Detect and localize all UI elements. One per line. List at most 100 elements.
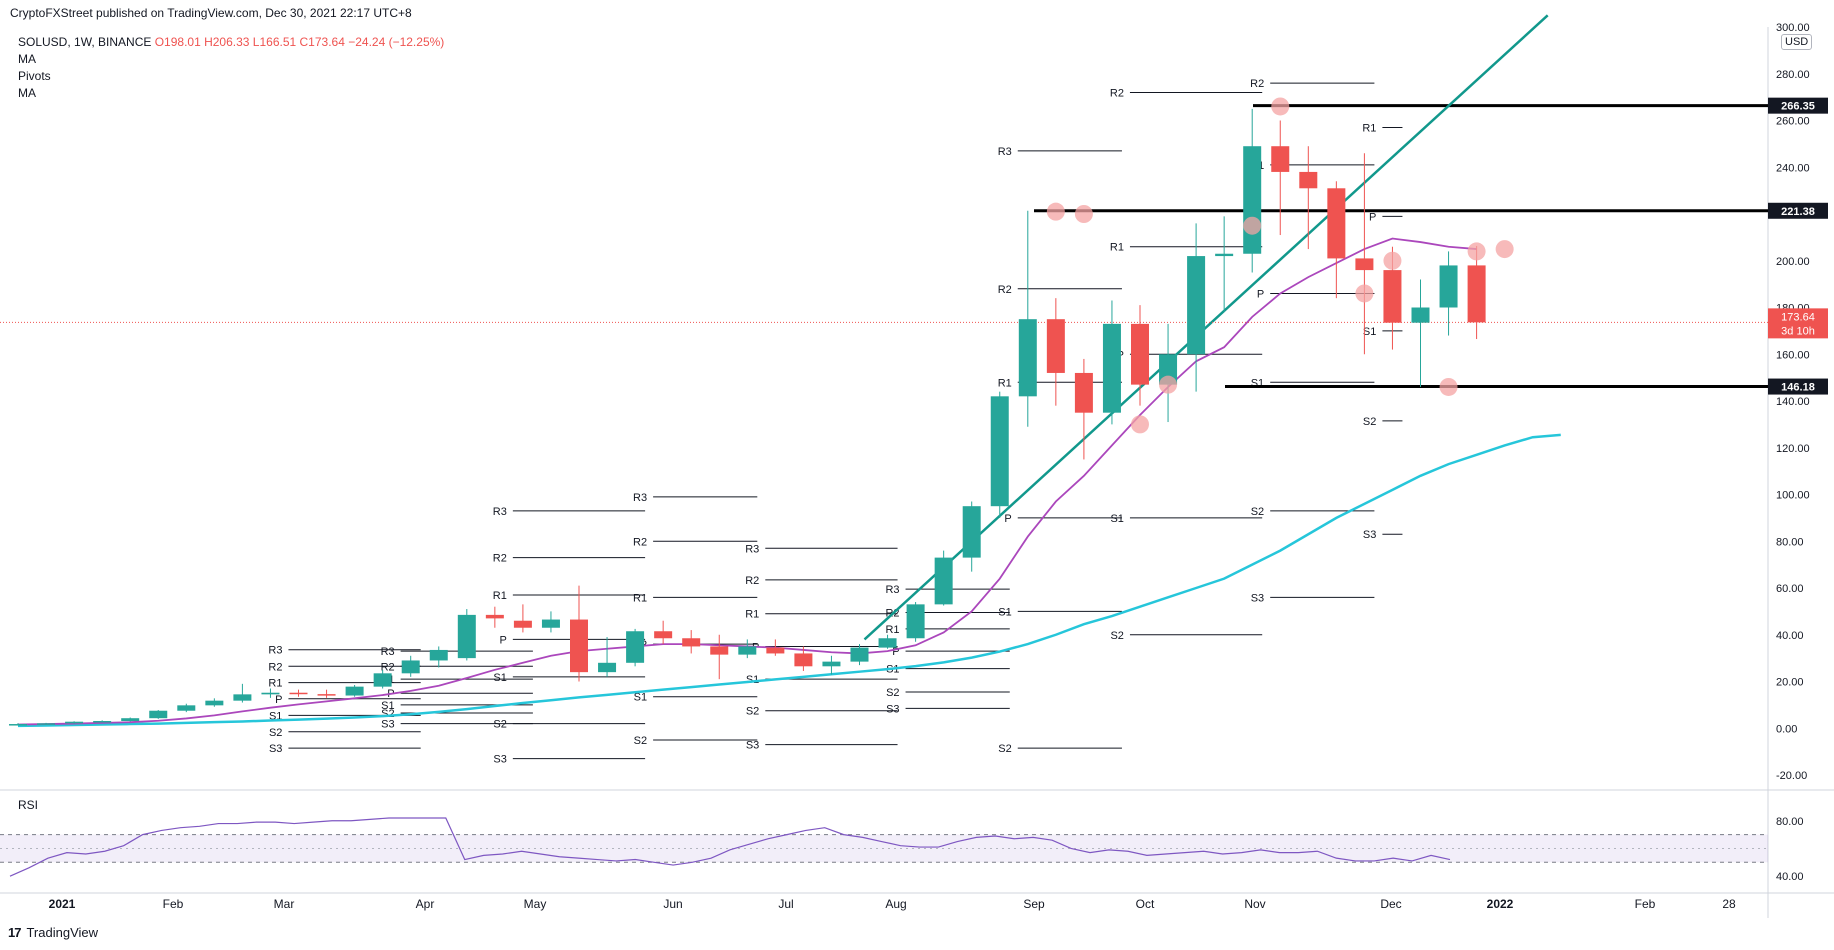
candle-body: [1383, 270, 1402, 323]
pivot-levels: R3 R2 R1 P S1 S2 S3 R3 R2 R1 P S1 S2 S3 R3 R2 R1 P S1 S2 S3 R…: [268, 78, 1403, 766]
tradingview-logo-icon: 17: [8, 925, 22, 940]
pivot-label: R3: [381, 646, 395, 658]
highlight-marker: [1074, 205, 1093, 223]
currency-badge[interactable]: USD: [1781, 34, 1813, 50]
candle-body: [710, 646, 729, 655]
candle-body: [934, 557, 953, 605]
candle-body: [149, 710, 168, 719]
candle-body: [1074, 372, 1093, 413]
chart-legend: SOLUSD, 1W, BINANCE O198.01 H206.33 L166…: [18, 34, 444, 102]
x-tick-label: Jul: [778, 897, 793, 911]
candle-body: [373, 673, 392, 687]
pivot-label: S2: [1110, 630, 1123, 642]
key-level-text: 146.18: [1781, 382, 1815, 394]
pivot-label: S3: [1363, 529, 1376, 541]
y-tick-label: 140.00: [1776, 396, 1810, 408]
pivot-label: R2: [633, 536, 647, 548]
ohlc-values: O198.01 H206.33 L166.51 C173.64 −24.24 (…: [154, 35, 445, 49]
y-tick-label: 20.00: [1776, 677, 1804, 689]
x-tick-label: Sep: [1023, 897, 1045, 911]
pivot-label: R1: [1362, 123, 1376, 135]
pivot-label: P: [1369, 211, 1376, 223]
pivot-label: S2: [493, 719, 506, 731]
candle-body: [1243, 146, 1262, 254]
footer[interactable]: 17 TradingView: [8, 925, 98, 940]
rsi-tick-label: 80.00: [1776, 816, 1804, 828]
candle-body: [513, 620, 532, 628]
candle-body: [1411, 307, 1430, 323]
ma-slow-line: [17, 433, 1561, 728]
highlight-marker: [1131, 415, 1149, 434]
y-tick-label: 100.00: [1776, 490, 1810, 502]
pivot-label: S3: [381, 719, 394, 731]
candle-body: [9, 724, 27, 726]
pivot-label: S3: [493, 754, 506, 766]
y-tick-label: 160.00: [1776, 349, 1810, 361]
current-price-badge: [1768, 308, 1828, 339]
pivot-label: R3: [633, 492, 647, 504]
pivot-label: R3: [493, 506, 507, 518]
symbol-row[interactable]: SOLUSD, 1W, BINANCE O198.01 H206.33 L166…: [18, 34, 444, 51]
key-level-badge: [1768, 378, 1828, 395]
pivot-label: R1: [1110, 242, 1124, 254]
pivot-label: R1: [633, 592, 647, 604]
pivot-label: R3: [268, 645, 282, 657]
pivot-label: S1: [998, 606, 1011, 618]
candle-body: [766, 647, 785, 654]
candle-body: [1355, 258, 1374, 271]
price-pane: [0, 27, 1768, 790]
pivot-label: R2: [1250, 78, 1264, 90]
candle-body: [485, 614, 504, 619]
y-tick-label: 60.00: [1776, 583, 1804, 595]
candle-body: [541, 619, 560, 628]
current-price-text: 173.64: [1781, 311, 1815, 323]
candle-body: [1299, 171, 1318, 189]
x-tick-label: Nov: [1244, 897, 1265, 911]
candle-body: [794, 653, 813, 667]
indicator-ma-2[interactable]: MA: [18, 86, 36, 100]
pivot-label: R3: [745, 543, 759, 555]
x-tick-label: 2022: [1487, 897, 1514, 911]
pivot-label: S3: [746, 740, 759, 752]
pivot-label: P: [1004, 513, 1011, 525]
price-countdown-text: 3d 10h: [1781, 325, 1815, 337]
pivot-label: R3: [885, 584, 899, 596]
x-tick-label: Aug: [885, 897, 906, 911]
pivot-label: S2: [746, 706, 759, 718]
candle-body: [457, 614, 476, 659]
candle-body: [1271, 146, 1290, 172]
indicator-pivots[interactable]: Pivots: [18, 69, 51, 83]
x-tick-label: Oct: [1136, 897, 1155, 911]
pivot-label: R2: [268, 661, 282, 673]
candle-body: [654, 631, 673, 639]
y-tick-label: 40.00: [1776, 630, 1804, 642]
highlight-marker: [1046, 202, 1065, 221]
candle-body: [345, 686, 364, 696]
y-tick-label: 240.00: [1776, 162, 1810, 174]
pivot-label: S2: [1363, 416, 1376, 428]
indicator-ma-1[interactable]: MA: [18, 52, 36, 66]
footer-brand: TradingView: [26, 925, 99, 940]
y-tick-label: 80.00: [1776, 536, 1804, 548]
candle-body: [1131, 323, 1149, 385]
candle-body: [878, 638, 897, 648]
candle-body: [738, 646, 757, 655]
highlight-marker: [1355, 284, 1374, 303]
highlight-marker: [1467, 242, 1486, 261]
candle-body: [205, 700, 224, 706]
candle-body: [570, 619, 588, 673]
candle-body: [37, 723, 56, 725]
publisher-header: CryptoFXStreet published on TradingView.…: [10, 6, 412, 20]
pivot-label: R2: [493, 553, 507, 565]
x-tick-label: 2021: [49, 897, 76, 911]
candle-body: [598, 662, 617, 673]
y-tick-label: 260.00: [1776, 116, 1810, 128]
y-tick-label: 0.00: [1776, 723, 1797, 735]
candle-body: [1102, 323, 1121, 413]
x-tick-label: 28: [1722, 897, 1736, 911]
y-tick-label: 200.00: [1776, 256, 1810, 268]
pivot-label: P: [892, 646, 899, 658]
key-level-text: 266.35: [1781, 101, 1815, 113]
x-tick-label: Jun: [663, 897, 682, 911]
